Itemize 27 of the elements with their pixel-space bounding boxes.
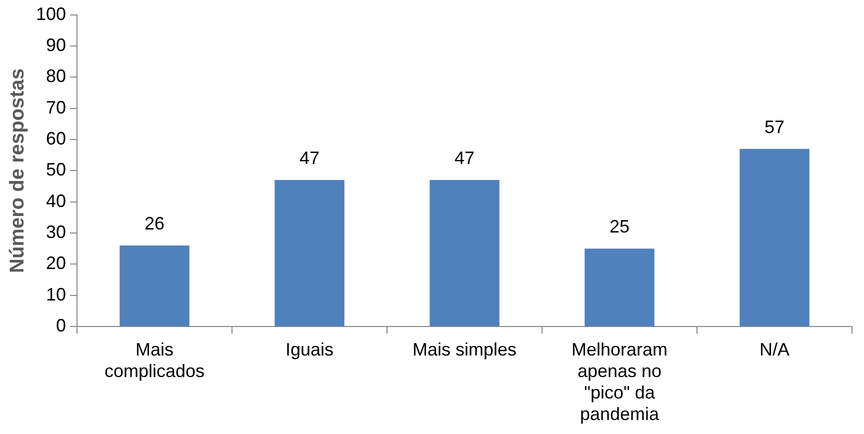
data-label: 26 — [144, 214, 165, 234]
bar — [740, 148, 810, 326]
data-label: 47 — [300, 148, 320, 168]
x-tick-label: Mais simples — [412, 339, 517, 360]
y-tick-label: 10 — [46, 284, 66, 304]
x-tick-label: Melhoraram apenas no "pico" da pandemia — [571, 339, 668, 424]
bar — [274, 180, 344, 326]
data-label: 25 — [609, 216, 630, 237]
data-label: 47 — [454, 148, 475, 168]
data-label: 57 — [764, 116, 785, 137]
y-tick-label: 80 — [46, 66, 66, 86]
x-tick-label: Mais complicados — [104, 339, 205, 381]
x-tick-label: N/A — [759, 339, 790, 360]
x-tick-label: Iguais — [286, 339, 334, 360]
y-tick-label: 60 — [46, 128, 66, 148]
y-tick-label: 40 — [46, 190, 66, 211]
y-axis-title: Número de respostas — [6, 68, 29, 273]
y-tick-label: 0 — [56, 316, 66, 336]
y-tick-label: 20 — [46, 253, 66, 274]
y-tick-label: 70 — [46, 97, 66, 118]
y-tick-label: 30 — [46, 222, 66, 242]
y-tick-label: 90 — [46, 34, 66, 55]
bar — [584, 248, 654, 326]
y-tick-label: 100 — [36, 4, 66, 24]
y-tick-label: 50 — [46, 160, 66, 180]
bar — [430, 180, 500, 326]
bar — [120, 246, 190, 326]
